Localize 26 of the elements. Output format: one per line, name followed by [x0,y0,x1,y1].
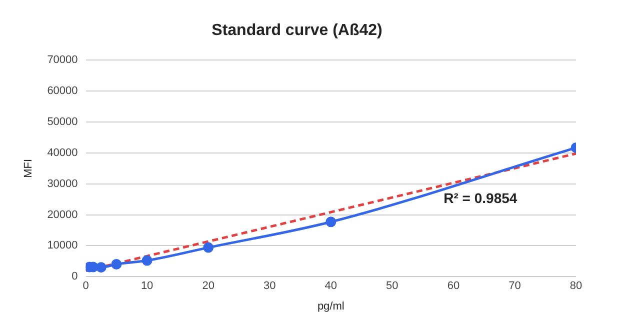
x-tick-label: 30 [263,280,276,292]
point [142,255,152,266]
x-tick-label: 60 [447,280,460,292]
point [96,262,106,273]
y-tick-label: 0 [72,270,78,283]
point [111,258,122,270]
x-tick-label: 80 [570,280,582,292]
y-tick-label: 40000 [47,146,78,159]
chart-title: Standard curve (Aß42) [212,22,382,40]
x-tick-label: 10 [140,280,154,292]
point [203,242,214,253]
y-tick-label: 10000 [47,240,78,252]
x-tick-label: 70 [508,280,521,292]
y-tick-label: 60000 [47,85,78,98]
x-tick-label: 20 [202,280,214,292]
point [326,216,336,228]
y-tick-label: 20000 [47,208,78,221]
x-tick-label: 50 [386,280,398,292]
x-axis-title: pg/ml [317,300,344,312]
annotation: R² = 0.9854 [444,190,518,206]
y-axis-title: MFI [22,158,35,178]
y-tick-label: 50000 [47,116,78,128]
x-tick-label: 40 [324,280,338,292]
y-tick-label: 30000 [47,178,78,190]
x-tick-label: 0 [82,280,89,292]
y-tick-label: 70000 [47,54,78,66]
